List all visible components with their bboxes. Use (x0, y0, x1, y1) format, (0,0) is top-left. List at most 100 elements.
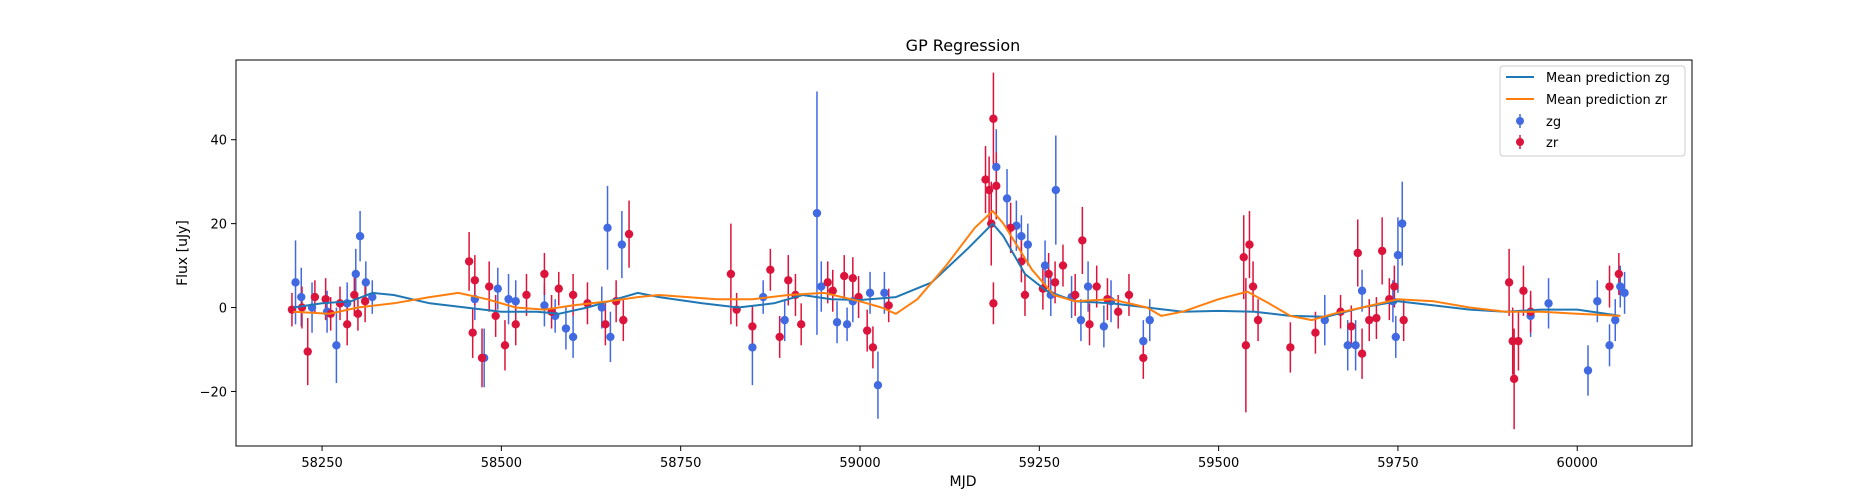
data-point-zr (766, 265, 775, 274)
data-point-zg (1357, 286, 1367, 295)
data-point-zg (355, 232, 365, 241)
data-point-zr (784, 276, 793, 285)
data-point-zr (1058, 261, 1068, 270)
data-point-zg (291, 278, 300, 287)
data-point-zg (1343, 341, 1352, 350)
data-point-zg (748, 343, 757, 352)
y-tick-label: 20 (210, 218, 227, 233)
data-point-zr (464, 257, 474, 266)
chart-title: GP Regression (906, 36, 1021, 55)
data-point-zr (884, 301, 893, 310)
data-point-zg (880, 288, 889, 298)
data-point-zr (468, 328, 477, 337)
data-point-zr (484, 282, 494, 291)
data-point-zr (310, 292, 320, 302)
data-point-zr (554, 284, 563, 293)
data-point-zr (1286, 343, 1295, 352)
legend-label-zg-line: Mean prediction zg (1546, 71, 1670, 86)
data-point-zr (350, 290, 359, 300)
y-tick-label: 0 (219, 302, 227, 317)
data-point-zg (603, 223, 612, 233)
data-point-zr (1139, 353, 1148, 363)
data-point-zg (865, 288, 875, 298)
data-point-zg (540, 301, 549, 310)
data-point-zr (989, 114, 998, 123)
data-point-zr (624, 229, 634, 239)
data-point-zg (1017, 232, 1026, 241)
data-point-zr (1124, 290, 1134, 300)
data-point-zg (511, 297, 520, 306)
data-point-zg (351, 269, 360, 279)
plot-frame (235, 59, 1693, 447)
x-tick-label: 58750 (660, 456, 701, 471)
data-point-zg (1076, 315, 1086, 325)
data-point-zg (1616, 282, 1625, 291)
data-point-zr (1347, 322, 1356, 331)
data-point-zg (1040, 261, 1050, 270)
data-point-zr (342, 320, 352, 329)
data-point-zr (848, 273, 858, 283)
data-point-zr (1050, 278, 1060, 287)
data-point-zg (1083, 282, 1093, 291)
data-point-zg (597, 303, 606, 312)
data-point-zr (1365, 315, 1374, 325)
data-point-zr (568, 290, 578, 300)
data-point-zr (491, 311, 500, 321)
data-point-zg (1393, 250, 1403, 260)
data-point-zr (1377, 246, 1387, 256)
data-point-zg (992, 162, 1001, 172)
data-point-zr (1509, 374, 1519, 384)
data-point-zr (1514, 336, 1523, 346)
data-point-zr (984, 185, 994, 195)
data-point-zr (1020, 290, 1030, 300)
data-point-zr (1070, 290, 1080, 300)
data-point-zr (862, 326, 872, 335)
data-point-zg (617, 240, 627, 249)
x-tick-label: 60000 (1557, 456, 1598, 471)
data-point-zr (1399, 315, 1408, 325)
data-point-zr (1092, 282, 1101, 291)
data-point-zg (1583, 366, 1593, 375)
data-point-zr (748, 322, 757, 331)
legend: Mean prediction zg Mean prediction zr zg… (1499, 65, 1686, 157)
data-point-zr (840, 271, 849, 281)
data-point-zr (992, 181, 1001, 191)
data-point-zr (1044, 269, 1053, 279)
data-point-zr (601, 320, 610, 329)
data-point-zg (568, 332, 578, 342)
data-point-zr (1504, 278, 1514, 287)
y-tick-label: 40 (210, 134, 227, 149)
data-point-zr (868, 343, 878, 352)
x-tick-label: 59500 (1198, 456, 1239, 471)
data-point-zr (511, 320, 520, 329)
x-tick-label: 59250 (1019, 456, 1060, 471)
legend-label-zr-points: zr (1546, 136, 1559, 151)
legend-swatch-zr-marker (1516, 138, 1524, 146)
legend-swatch-zg-marker (1516, 117, 1524, 125)
data-point-zg (817, 282, 826, 291)
data-point-zr (1078, 236, 1087, 245)
data-point-zg (832, 318, 842, 327)
data-point-zr (321, 294, 330, 304)
data-point-zr (522, 290, 531, 300)
data-point-zr (796, 320, 806, 329)
data-point-zg (1351, 341, 1360, 350)
data-point-zr (1114, 307, 1123, 316)
data-point-zg (1391, 332, 1400, 342)
data-point-zg (1139, 336, 1148, 346)
data-point-zr (1311, 328, 1320, 337)
data-point-zg (873, 380, 883, 390)
data-point-zg (1593, 297, 1602, 306)
data-point-zg (504, 294, 513, 304)
data-point-zr (540, 269, 549, 279)
data-point-zr (828, 286, 837, 295)
series-line-mean-prediction-zg (293, 222, 1621, 318)
data-point-zg (368, 292, 377, 302)
data-point-zr (981, 175, 990, 184)
data-point-zg (1002, 194, 1012, 203)
data-point-zg (561, 324, 571, 333)
data-point-zr (1239, 252, 1248, 262)
data-point-zr (1372, 313, 1381, 323)
data-point-zg (1611, 315, 1620, 325)
